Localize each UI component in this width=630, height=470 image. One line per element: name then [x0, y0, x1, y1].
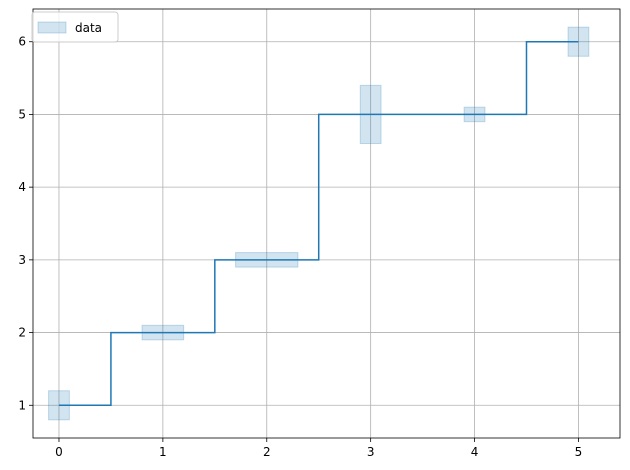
series-step-line: [58, 40, 579, 407]
ticks: 0 1 2 3 4 5 1 2 3 4 5 6: [18, 35, 582, 459]
step-line-group: [58, 40, 579, 407]
y-tick-label-0: 1: [18, 398, 26, 412]
x-tick-label-5: 5: [575, 445, 583, 459]
x-tick-label-3: 3: [367, 445, 375, 459]
y-tick-label-2: 3: [18, 253, 26, 267]
y-tick-label-4: 5: [18, 107, 26, 121]
legend-frame: [31, 11, 119, 43]
legend-swatch: [37, 21, 67, 34]
y-tick-label-5: 6: [18, 35, 26, 49]
legend-label-data: data: [75, 21, 102, 35]
legend: data: [31, 11, 119, 43]
axes-frame: [32, 8, 621, 439]
grid: [33, 9, 620, 438]
x-tick-label-1: 1: [159, 445, 167, 459]
x-tick-label-2: 2: [263, 445, 271, 459]
y-tick-label-1: 2: [18, 326, 26, 340]
y-tick-label-3: 4: [18, 180, 26, 194]
x-tick-label-4: 4: [471, 445, 479, 459]
x-tick-label-0: 0: [55, 445, 63, 459]
